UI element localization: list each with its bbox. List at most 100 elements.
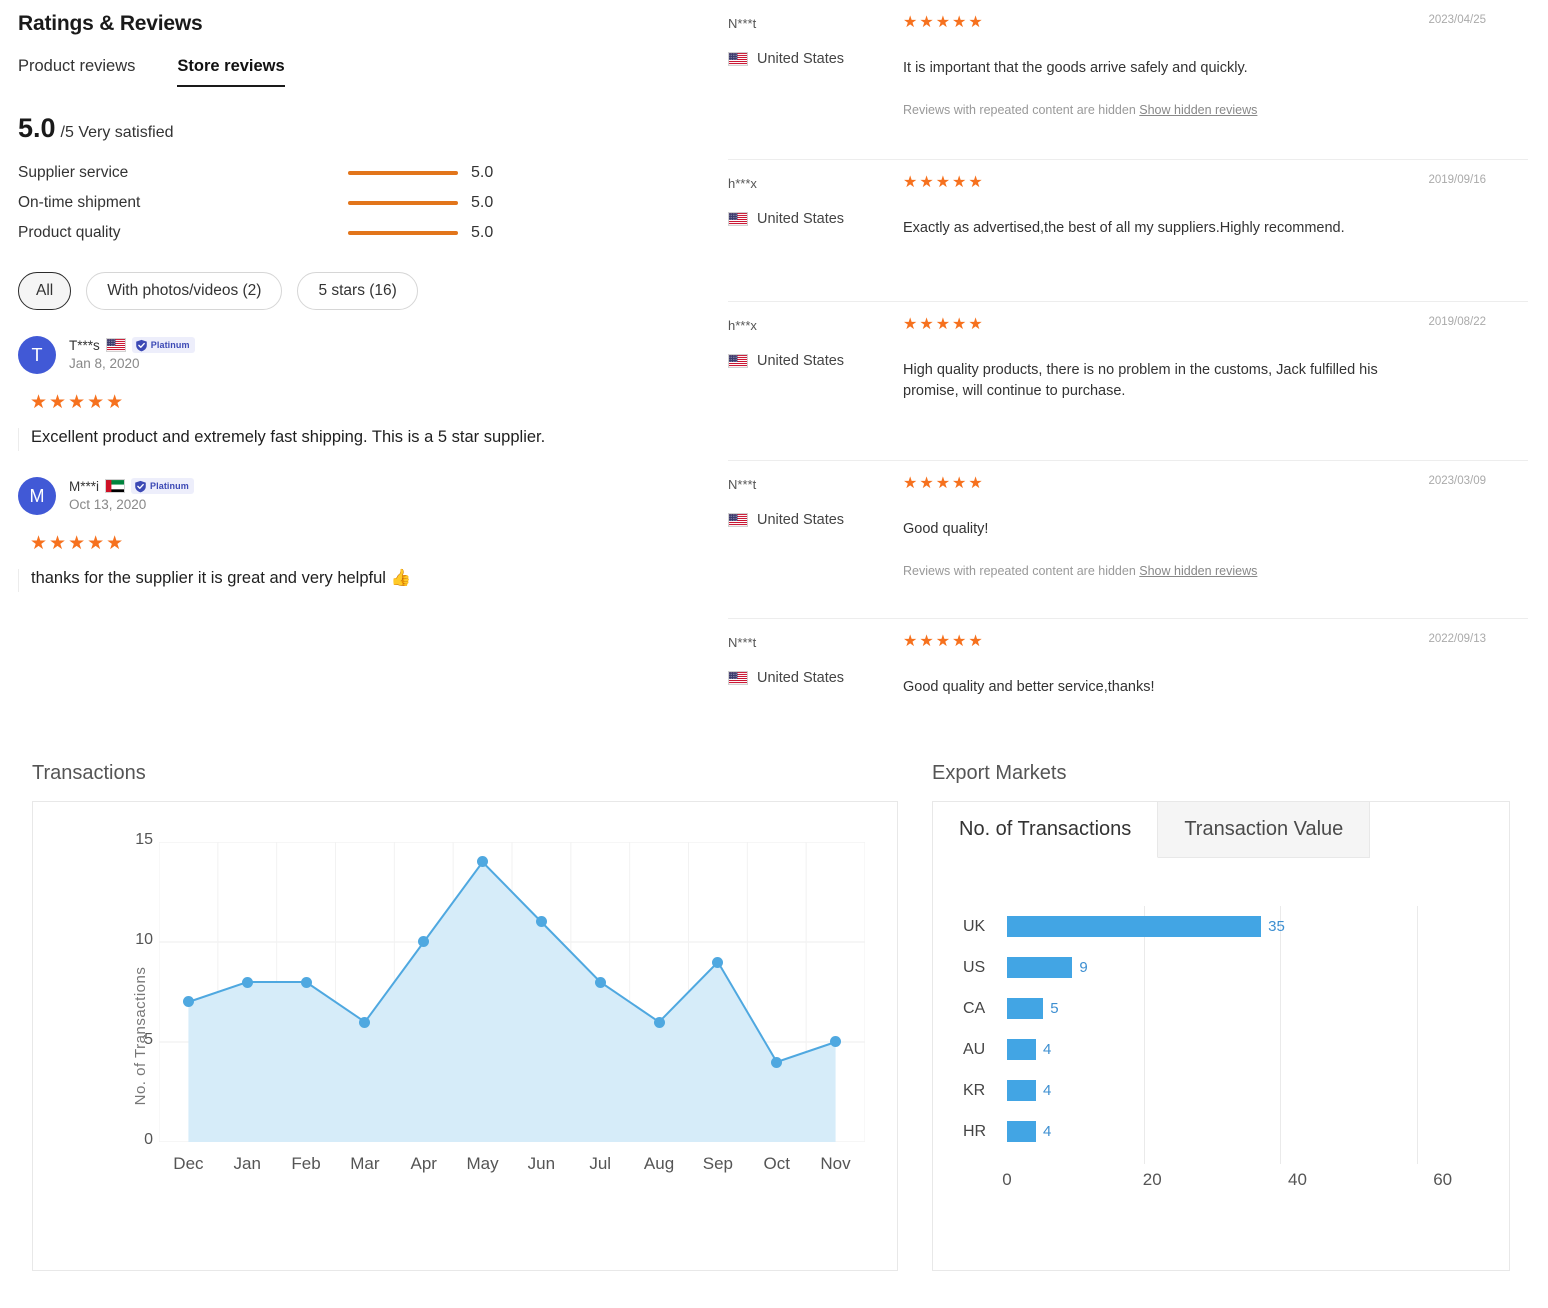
bar-fill xyxy=(1007,1080,1037,1101)
reviewer-handle: N***t xyxy=(728,477,757,492)
show-hidden-reviews-link[interactable]: Show hidden reviews xyxy=(1139,103,1258,118)
bar-track: 4 xyxy=(1007,1080,1479,1101)
bar-category-label: KR xyxy=(963,1081,986,1099)
filter-chip-all[interactable]: All xyxy=(18,272,72,310)
country-flag-icon xyxy=(728,354,748,368)
bar-category-label: UK xyxy=(963,917,986,935)
metric-row: On-time shipment 5.0 xyxy=(18,188,708,218)
store-review-date: 2019/09/16 xyxy=(1428,174,1486,186)
transactions-x-axis: Dec Jan Feb Mar Apr May Jun Jul Aug Sep Oct Nov xyxy=(159,1154,865,1174)
data-point-marker xyxy=(535,916,547,928)
store-review-body: ★★★★★ Exactly as advertised,the best of a… xyxy=(903,174,1528,301)
store-review-text: High quality products, there is no probl… xyxy=(903,362,1378,400)
bar-row: HR 4 xyxy=(963,1111,1479,1152)
data-point-marker xyxy=(771,1056,783,1068)
store-review-row: h***x United States ★★★★★ High quality prod… xyxy=(728,302,1528,461)
metric-bar-wrap xyxy=(348,171,458,175)
x-axis-tick: May xyxy=(466,1154,499,1173)
x-axis-tick: Jun xyxy=(527,1154,556,1173)
bar-value-label: 9 xyxy=(1079,959,1088,976)
bar-value-label: 4 xyxy=(1043,1082,1052,1099)
x-axis-tick: 40 xyxy=(1287,1170,1307,1189)
metric-value: 5.0 xyxy=(471,224,494,241)
reviewer-country: United States xyxy=(728,211,903,227)
store-review-identity: N***t United States xyxy=(728,14,903,159)
bar-category-label: CA xyxy=(963,999,986,1017)
bar-track: 4 xyxy=(1007,1039,1479,1060)
tab-product-reviews[interactable]: Product reviews xyxy=(18,57,136,75)
export-markets-title: Export Markets xyxy=(932,762,1067,784)
store-review-identity: h***x United States xyxy=(728,316,903,460)
x-axis-tick: Oct xyxy=(763,1154,790,1173)
bar-category-label: AU xyxy=(963,1040,986,1058)
export-markets-gridlines xyxy=(1007,906,1451,1164)
flag-united-states-icon xyxy=(729,213,747,225)
store-review-row: h***x United States ★★★★★ Exactly as advert… xyxy=(728,160,1528,302)
metric-bar-wrap xyxy=(348,201,458,205)
store-review-row: N***t United States ★★★★★ Good quality and … xyxy=(728,619,1528,714)
country-label: United States xyxy=(757,512,845,528)
store-review-date: 2023/03/09 xyxy=(1428,475,1486,487)
bar-row: AU 4 xyxy=(963,1029,1479,1070)
score-value: 5.0 xyxy=(18,113,56,143)
hidden-reviews-note: Reviews with repeated content are hidden… xyxy=(903,103,1258,118)
bar-fill xyxy=(1007,998,1044,1019)
y-axis-tick: 0 xyxy=(144,1131,153,1148)
x-axis-tick: Sep xyxy=(702,1154,733,1173)
left-column: Ratings & Reviews Product reviews Store … xyxy=(18,0,708,592)
country-flag-icon xyxy=(105,479,126,493)
data-point-marker xyxy=(712,956,724,968)
store-review-body: ★★★★★ Good quality! Reviews with repeated … xyxy=(903,475,1528,618)
left-review-list: T T***s Platinum Jan 8, 2020 ★★★★★ Excellent … xyxy=(18,336,708,592)
review-name-row: M***i Platinum xyxy=(69,478,194,494)
x-axis-tick: Aug xyxy=(643,1154,675,1173)
country-label: United States xyxy=(757,353,845,369)
country-label: United States xyxy=(757,670,845,686)
reviewer-country: United States xyxy=(728,51,903,67)
x-axis-tick: Mar xyxy=(350,1154,380,1173)
hidden-reviews-note: Reviews with repeated content are hidden… xyxy=(903,564,1258,579)
metric-bar xyxy=(348,171,458,175)
tab-store-reviews[interactable]: Store reviews xyxy=(177,57,286,87)
metric-bar-wrap xyxy=(348,231,458,235)
metric-label: On-time shipment xyxy=(18,194,141,211)
export-markets-panel: Export Markets No. of Transactions Trans… xyxy=(932,762,1510,1271)
flag-united-states-icon xyxy=(729,53,747,65)
bar-track: 9 xyxy=(1007,957,1479,978)
bar-value-label: 35 xyxy=(1268,918,1285,935)
gridline xyxy=(1280,906,1282,1164)
review-rating: ★★★★★ xyxy=(30,534,708,554)
tab-no-of-transactions[interactable]: No. of Transactions xyxy=(933,802,1159,858)
store-review-body: ★★★★★ Good quality and better service,tha… xyxy=(903,633,1528,714)
export-markets-body: UK 35 US 9 CA 5 AU 4 KR 4 HR 4 0 20 40 60 xyxy=(933,858,1509,1198)
country-flag-icon xyxy=(728,52,748,66)
country-flag-icon xyxy=(105,338,126,352)
store-review-date: 2022/09/13 xyxy=(1428,633,1486,645)
platinum-badge: Platinum xyxy=(131,478,194,494)
flag-united-states-icon xyxy=(729,355,747,367)
bar-track: 4 xyxy=(1007,1121,1479,1142)
filter-chip-with-media[interactable]: With photos/videos (2) xyxy=(86,272,283,310)
x-axis-tick: Feb xyxy=(291,1154,321,1173)
star-rating-icons: ★★★★★ xyxy=(30,392,126,413)
bar-row: KR 4 xyxy=(963,1070,1479,1111)
bar-row: US 9 xyxy=(963,947,1479,988)
store-review-row: N***t United States ★★★★★ It is important t… xyxy=(728,0,1528,160)
gridline xyxy=(1416,906,1418,1164)
gridline xyxy=(1143,906,1145,1164)
avatar: M xyxy=(18,477,56,515)
bar-track: 5 xyxy=(1007,998,1479,1019)
show-hidden-reviews-link[interactable]: Show hidden reviews xyxy=(1139,564,1258,579)
x-axis-tick: Jul xyxy=(589,1154,612,1173)
data-point-marker xyxy=(300,976,312,988)
store-review-date: 2019/08/22 xyxy=(1428,316,1486,328)
flag-united-states-icon xyxy=(729,514,747,526)
filter-chip-5-stars[interactable]: 5 stars (16) xyxy=(297,272,418,310)
x-axis-tick: Jan xyxy=(233,1154,261,1173)
y-axis-tick: 5 xyxy=(144,1031,153,1048)
store-review-date: 2023/04/25 xyxy=(1428,14,1486,26)
star-rating-icons: ★★★★★ xyxy=(903,14,985,31)
tab-transaction-value[interactable]: Transaction Value xyxy=(1158,802,1371,858)
store-review-text: It is important that the goods arrive sa… xyxy=(903,60,1248,76)
review-name-row: T***s Platinum xyxy=(69,337,195,353)
